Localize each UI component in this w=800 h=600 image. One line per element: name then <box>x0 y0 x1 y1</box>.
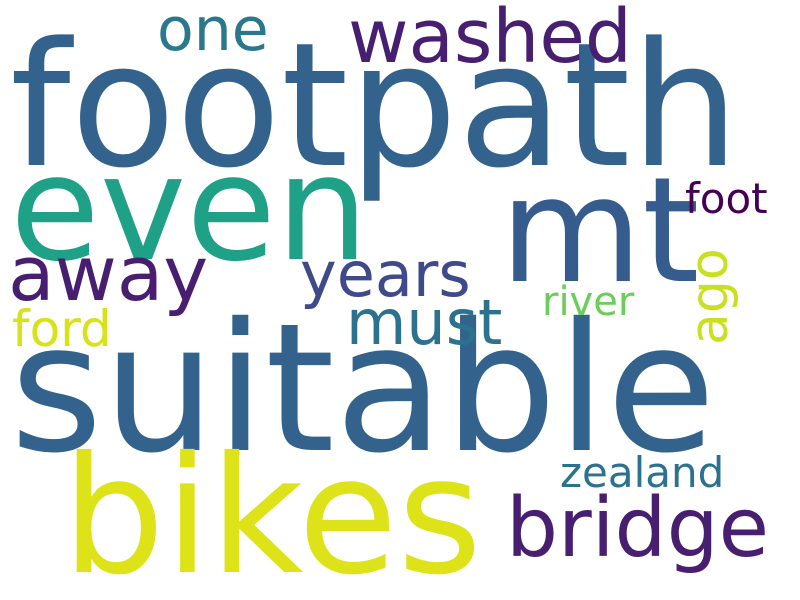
word-even: even <box>10 124 369 294</box>
word-washed: washed <box>348 0 632 80</box>
word-ford: ford <box>12 300 112 358</box>
word-zealand: zealand <box>560 448 725 497</box>
word-away: away <box>8 229 209 318</box>
word-footpath: footpath <box>10 5 740 206</box>
word-years: years <box>300 238 471 311</box>
word-bikes: bikes <box>62 423 482 600</box>
word-bridge: bridge <box>506 481 770 576</box>
word-one: one <box>157 0 269 65</box>
word-foot: foot <box>685 174 768 223</box>
word-suitable: suitable <box>10 285 716 492</box>
word-mt: mt <box>500 146 700 316</box>
word-must: must <box>346 286 503 359</box>
word-ago: ago <box>680 248 740 345</box>
word-river: river <box>542 279 635 325</box>
